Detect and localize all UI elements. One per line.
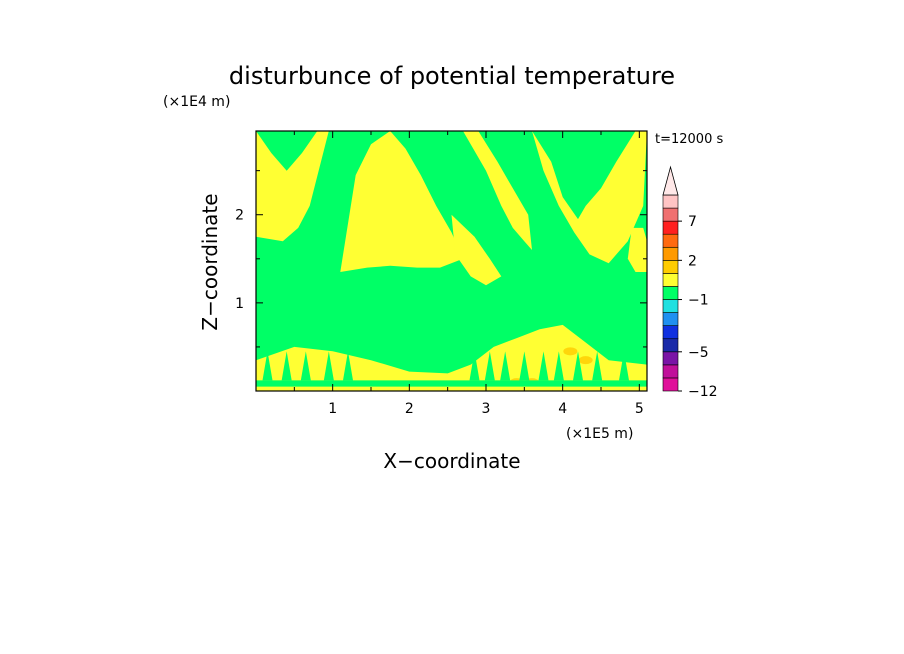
colorbar-swatch bbox=[662, 220, 679, 235]
colorbar-swatch bbox=[662, 260, 679, 274]
colorbar-swatch bbox=[662, 338, 679, 353]
colorbar-swatch bbox=[662, 233, 679, 248]
y-axis-label: Z−coordinate bbox=[198, 193, 222, 330]
field-plume bbox=[323, 351, 334, 381]
field-region-surface-warm-spots bbox=[563, 347, 578, 356]
colorbar-extend-arrow bbox=[662, 165, 679, 196]
colorbar-swatch bbox=[662, 286, 679, 300]
colorbar-swatch bbox=[662, 351, 679, 366]
field-region-right-arch-right bbox=[532, 131, 647, 264]
field-region-ground-strip bbox=[256, 380, 647, 387]
x-axis-label: X−coordinate bbox=[383, 449, 520, 473]
y-tick-label: 2 bbox=[235, 208, 244, 224]
field-plume bbox=[538, 351, 549, 381]
colorbar-swatch bbox=[662, 299, 679, 313]
y-tick-label: 1 bbox=[235, 296, 244, 312]
field-region-central-dome bbox=[340, 131, 463, 272]
colorbar-swatch bbox=[662, 312, 679, 326]
chart-title: disturbunce of potential temperature bbox=[229, 62, 675, 90]
x-axis: 1 2 3 4 5 bbox=[293, 131, 644, 417]
plot-frame bbox=[255, 130, 648, 392]
time-label: t=12000 s bbox=[655, 132, 723, 147]
colorbar-tick-label: 2 bbox=[688, 253, 697, 269]
colorbar-tick-label: −1 bbox=[688, 293, 709, 309]
field-plume bbox=[519, 351, 530, 381]
field-plume bbox=[592, 351, 603, 381]
colorbar-tick-label: 7 bbox=[688, 214, 697, 230]
field-region-right-edge-lobe bbox=[627, 227, 647, 272]
x-tick-label: 1 bbox=[328, 401, 337, 417]
field-plume bbox=[573, 351, 583, 381]
field-region-right-arch-inner bbox=[451, 214, 502, 286]
field-region-surface-layer bbox=[256, 324, 647, 391]
field-plume bbox=[300, 351, 311, 381]
field-region-left-upper-plume bbox=[256, 131, 329, 242]
field-plume bbox=[500, 351, 511, 381]
colorbar-tick-label: −5 bbox=[688, 345, 709, 361]
colorbar: 7 2 −1 −5 −12 bbox=[662, 165, 718, 400]
field-plume bbox=[619, 351, 629, 381]
colorbar-tick-label: −12 bbox=[688, 384, 718, 400]
x-tick-label: 2 bbox=[405, 401, 414, 417]
field-plume bbox=[262, 351, 273, 381]
colorbar-swatch bbox=[662, 273, 679, 287]
colorbar-swatch bbox=[662, 377, 679, 392]
colorbar-swatch bbox=[662, 325, 679, 340]
colorbar-swatch bbox=[662, 364, 679, 379]
colorbar-swatch bbox=[662, 194, 679, 209]
field-region-right-arch-left bbox=[440, 131, 532, 250]
y-unit-label: (×1E4 m) bbox=[163, 94, 230, 110]
field-region-surface-warm-spots bbox=[578, 356, 593, 365]
x-tick-label: 5 bbox=[635, 401, 644, 417]
field-plume bbox=[281, 351, 292, 381]
y-axis: 12 bbox=[235, 170, 647, 348]
colorbar-swatch bbox=[662, 246, 679, 261]
x-tick-label: 3 bbox=[482, 401, 491, 417]
x-unit-label: (×1E5 m) bbox=[566, 426, 633, 442]
field-plume bbox=[553, 351, 564, 381]
plot-area bbox=[255, 130, 648, 392]
field-plume bbox=[469, 351, 480, 381]
x-tick-label: 4 bbox=[558, 401, 567, 417]
field-plume bbox=[343, 351, 353, 381]
field-plume bbox=[484, 351, 495, 381]
colorbar-swatch bbox=[662, 207, 679, 222]
